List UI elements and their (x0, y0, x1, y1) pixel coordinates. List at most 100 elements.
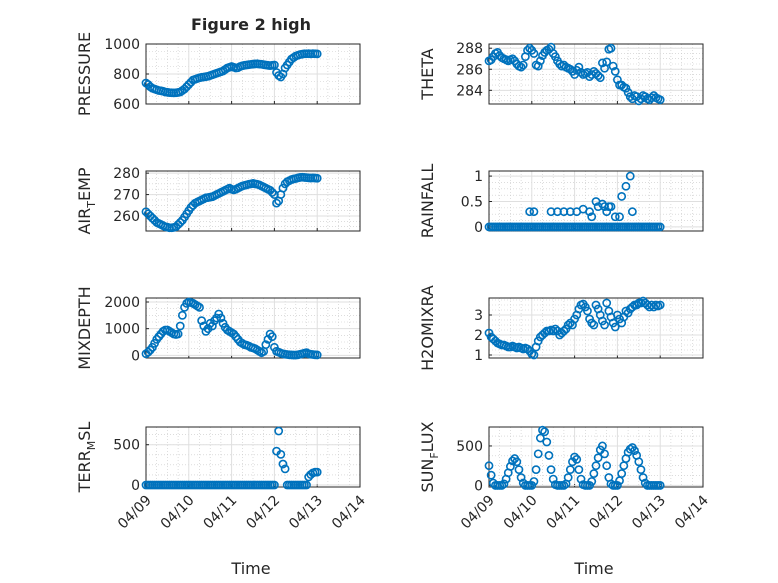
data-point (497, 481, 507, 490)
x-tick-label: 04/13 (629, 493, 669, 533)
subplot-row1-left: 600 800 1000 PRESSURE (75, 32, 361, 116)
y-tick-label: 284 (456, 83, 483, 99)
data-point (269, 480, 279, 490)
plot-frame (145, 297, 361, 359)
subplot-row3-right: 1 2 3 H2OMIXRA (418, 285, 704, 371)
data-point (516, 62, 526, 72)
data-point (627, 302, 637, 312)
data-point (216, 313, 226, 323)
subplot-row3-left: 0 1000 2000 MIXDEPTH (75, 286, 361, 370)
data-point (636, 465, 646, 475)
y-axis-label: RAINFALL (418, 164, 437, 239)
data-point (621, 83, 631, 93)
data-point (548, 326, 558, 336)
y-tick-label: 600 (113, 97, 140, 113)
data-point (175, 218, 185, 227)
data-point (589, 469, 599, 478)
data-point (302, 480, 311, 490)
data-point (602, 57, 612, 67)
data-point (535, 56, 545, 66)
x-tick-label: 04/09 (458, 493, 498, 533)
data-point (602, 461, 612, 471)
data-point (535, 433, 545, 443)
data-point (655, 222, 665, 232)
x-tick-label: 04/10 (501, 493, 541, 533)
data-point (574, 465, 584, 475)
data-point (508, 54, 517, 64)
y-tick-label: 260 (113, 209, 140, 225)
data-point (563, 473, 573, 482)
data-point (565, 465, 575, 475)
y-axis-label: PRESSURE (75, 32, 94, 116)
x-axis-label-left: Time (230, 559, 270, 578)
data-point (542, 437, 552, 447)
data-point (499, 479, 509, 489)
data-point (529, 207, 539, 217)
data-point (610, 212, 620, 222)
y-tick-label: 800 (113, 67, 140, 83)
data-point (593, 71, 603, 80)
data-point (606, 43, 616, 53)
y-tick-label: 1 (474, 348, 483, 364)
y-tick-label: 286 (456, 62, 483, 78)
figure-title: Figure 2 high (191, 15, 311, 34)
data-point (610, 66, 620, 76)
data-point (621, 306, 631, 316)
data-point (508, 456, 517, 466)
data-point (484, 461, 494, 471)
data-point (523, 344, 532, 354)
data-point (280, 464, 290, 474)
y-axis-label: MIXDEPTH (75, 286, 94, 369)
y-tick-label: 280 (113, 166, 140, 182)
y-tick-label: 2000 (104, 295, 140, 311)
data-point (617, 469, 627, 478)
data-point (207, 321, 217, 331)
data-point (529, 350, 539, 360)
data-point (570, 452, 579, 462)
data-point (625, 444, 635, 454)
data-point (531, 465, 541, 475)
data-point (632, 300, 642, 310)
data-point (587, 318, 597, 328)
data-point (538, 425, 547, 435)
data-point (267, 188, 277, 197)
subplot-row2-right: 0 0.5 1 RAINFALL (418, 164, 704, 239)
data-point (312, 467, 322, 477)
data-point (615, 212, 624, 222)
data-point (278, 183, 288, 193)
data-point (529, 477, 539, 486)
data-point (587, 212, 597, 222)
data-point (627, 207, 637, 217)
y-tick-label: 500 (456, 439, 483, 455)
subplot-row4-right: 04/09 04/10 04/11 04/12 04/13 04/14 0 500 SUNFLU… (418, 421, 712, 532)
x-tick-label: 04/13 (286, 493, 326, 533)
data-point (587, 477, 597, 486)
y-axis-label: TERRMSL (75, 422, 98, 494)
data-point (505, 462, 515, 471)
data-point (602, 207, 612, 217)
data-point (267, 332, 277, 342)
data-point (540, 427, 550, 437)
data-point (312, 173, 322, 183)
y-tick-label: 270 (113, 188, 140, 204)
data-point (195, 302, 204, 312)
plot-frame (488, 43, 704, 105)
y-tick-label: 1000 (104, 322, 140, 338)
data-point (583, 306, 592, 316)
x-tick-label: 04/09 (115, 493, 155, 533)
plot-frame (145, 43, 361, 105)
data-point (638, 473, 648, 482)
data-point (655, 300, 665, 310)
y-tick-label: 2 (474, 328, 483, 344)
data-point (278, 459, 288, 469)
data-point (600, 202, 609, 211)
data-point (274, 426, 284, 436)
y-axis-label: H2OMIXRA (418, 285, 437, 371)
data-point (593, 453, 603, 463)
data-point (143, 347, 153, 357)
data-point (559, 326, 569, 336)
data-point (585, 207, 594, 217)
data-point (600, 449, 609, 459)
